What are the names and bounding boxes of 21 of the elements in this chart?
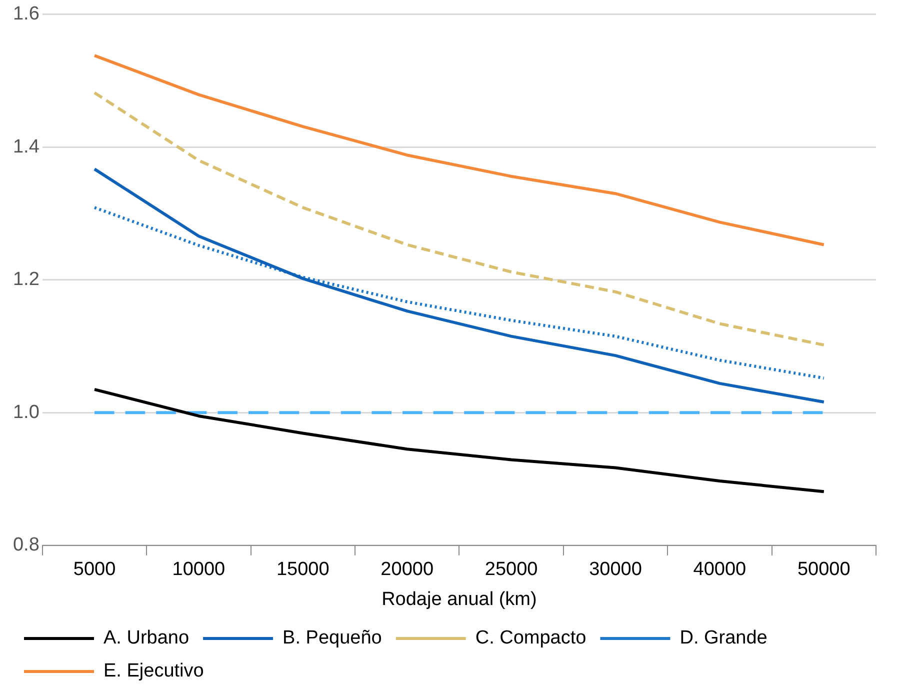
x-tick-label: 5000	[73, 559, 116, 580]
x-tick-label: 20000	[380, 559, 434, 580]
x-tick-label: 30000	[589, 559, 642, 580]
x-tick-label: 40000	[693, 559, 746, 580]
line-series	[93, 206, 826, 380]
y-tick-label: 1.2	[12, 269, 40, 290]
legend-label: C. Compacto	[475, 628, 586, 649]
x-axis-title: Rodaje anual (km)	[382, 588, 537, 610]
y-tick-label: 0.8	[12, 534, 40, 556]
legend-label: D. Grande	[680, 628, 768, 649]
y-tick-label: 1.4	[12, 136, 40, 158]
legend-label: E. Ejecutivo	[104, 660, 204, 682]
line-series	[93, 91, 826, 346]
legend-label: B. Pequeño	[282, 628, 382, 649]
x-tick-label: 50000	[797, 559, 850, 580]
x-tick-label: 10000	[172, 559, 226, 580]
x-tick-label: 25000	[484, 559, 538, 580]
y-tick-label: 1.6	[12, 4, 40, 25]
x-tick-label: 15000	[276, 559, 330, 580]
y-tick-label: 1.0	[12, 402, 40, 423]
legend-label: A. Urbano	[104, 628, 190, 649]
